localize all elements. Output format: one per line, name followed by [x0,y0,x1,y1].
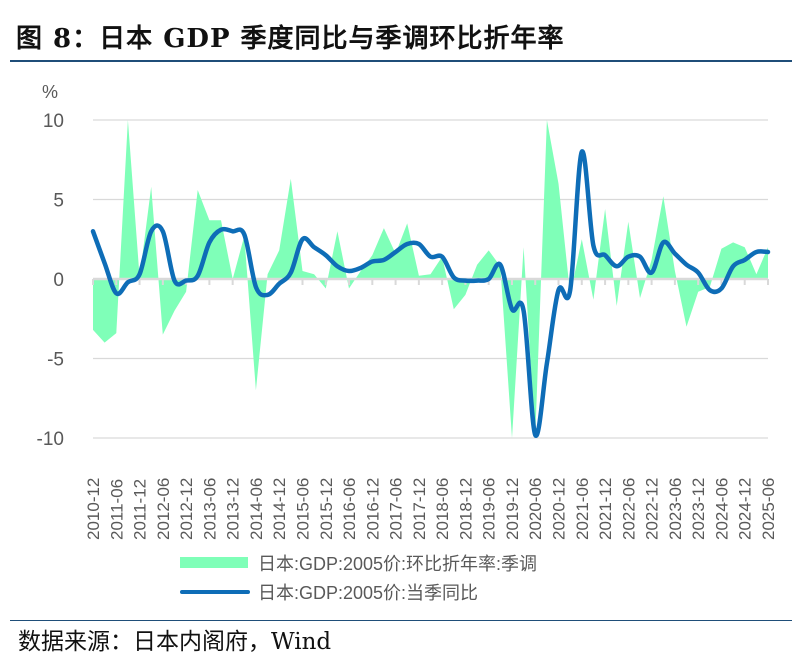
svg-text:2024-06: 2024-06 [712,478,731,540]
svg-text:2018-06: 2018-06 [433,478,452,540]
chart-legend: 日本:GDP:2005价:环比折年率:季调 日本:GDP:2005价:当季同比 [180,548,537,606]
area-swatch-icon [180,557,248,568]
svg-text:2012-12: 2012-12 [177,478,196,540]
svg-text:2017-06: 2017-06 [387,478,406,540]
svg-text:2023-12: 2023-12 [689,478,708,540]
svg-text:2025-06: 2025-06 [759,478,778,540]
svg-text:2022-06: 2022-06 [619,478,638,540]
svg-text:2014-06: 2014-06 [247,478,266,540]
source-note: 数据来源：日本内阁府，Wind [18,629,332,655]
svg-text:2012-06: 2012-06 [154,478,173,540]
svg-text:2020-12: 2020-12 [550,478,569,540]
line-series-yoy [90,149,771,438]
svg-text:5: 5 [53,191,64,212]
svg-text:-10: -10 [37,429,64,450]
title-divider [10,60,792,62]
svg-text:0: 0 [53,270,64,291]
svg-text:2013-06: 2013-06 [200,478,219,540]
svg-text:2016-12: 2016-12 [363,478,382,540]
svg-text:2021-06: 2021-06 [573,478,592,540]
legend-item-area: 日本:GDP:2005价:环比折年率:季调 [180,548,537,577]
svg-text:2020-06: 2020-06 [526,478,545,540]
svg-text:2019-12: 2019-12 [503,478,522,540]
gridlines [93,119,768,439]
legend-item-line: 日本:GDP:2005价:当季同比 [180,577,537,606]
svg-text:2021-12: 2021-12 [596,478,615,540]
svg-text:10: 10 [43,111,64,132]
svg-text:2024-12: 2024-12 [736,478,755,540]
svg-text:2018-12: 2018-12 [456,478,475,540]
legend-label: 日本:GDP:2005价:当季同比 [258,582,479,603]
svg-text:2010-12: 2010-12 [84,478,103,540]
x-tick-labels: 2010-12 2011-06 2011-12 2012-06 2012-12 2013-… [84,478,778,540]
svg-text:2014-12: 2014-12 [270,478,289,540]
svg-text:2019-06: 2019-06 [480,478,499,540]
legend-label: 日本:GDP:2005价:环比折年率:季调 [258,553,538,574]
svg-text:2011-12: 2011-12 [131,479,150,540]
svg-text:2017-12: 2017-12 [410,478,429,540]
svg-text:2011-06: 2011-06 [107,479,126,540]
svg-text:2015-06: 2015-06 [293,478,312,540]
source-divider [10,620,792,621]
svg-text:2016-06: 2016-06 [340,478,359,540]
svg-text:2023-06: 2023-06 [666,478,685,540]
svg-text:2015-12: 2015-12 [317,478,336,540]
svg-text:-5: -5 [47,350,64,371]
svg-text:2022-12: 2022-12 [643,478,662,540]
svg-text:2013-12: 2013-12 [224,478,243,540]
line-swatch-icon [180,589,250,594]
y-tick-labels: 10 5 0 -5 -10 [37,111,64,450]
figure-title: 图 8：日本 GDP 季度同比与季调环比折年率 [16,24,565,54]
y-axis-unit: % [42,82,59,102]
